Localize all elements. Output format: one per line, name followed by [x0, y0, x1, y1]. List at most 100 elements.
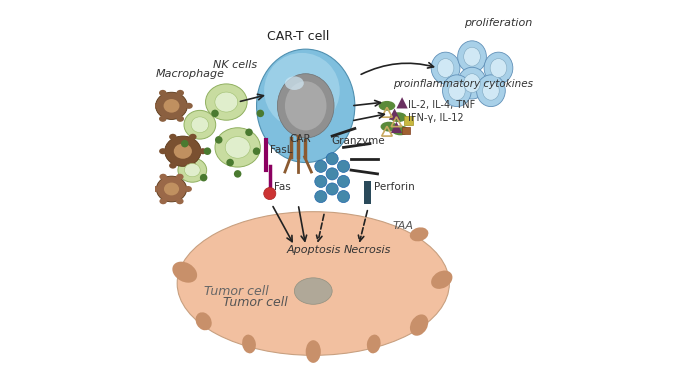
Ellipse shape	[199, 148, 207, 154]
Text: Perforin: Perforin	[374, 182, 415, 192]
Ellipse shape	[256, 110, 264, 117]
Ellipse shape	[379, 101, 395, 111]
Ellipse shape	[285, 76, 304, 90]
Ellipse shape	[381, 122, 397, 132]
Ellipse shape	[172, 262, 197, 283]
Ellipse shape	[215, 128, 260, 167]
Ellipse shape	[159, 174, 167, 180]
Ellipse shape	[464, 47, 480, 66]
Text: Tumor cell: Tumor cell	[223, 296, 287, 309]
Ellipse shape	[189, 134, 196, 140]
Ellipse shape	[176, 198, 183, 204]
Ellipse shape	[264, 53, 339, 129]
Circle shape	[315, 160, 327, 172]
Ellipse shape	[165, 136, 201, 166]
Circle shape	[315, 175, 327, 187]
Circle shape	[264, 187, 276, 200]
Ellipse shape	[191, 117, 209, 133]
Text: proinflammatory cytokines: proinflammatory cytokines	[393, 79, 532, 89]
Ellipse shape	[169, 134, 177, 140]
Circle shape	[326, 168, 338, 180]
Ellipse shape	[226, 159, 234, 166]
Ellipse shape	[159, 116, 166, 122]
Ellipse shape	[278, 74, 334, 138]
Ellipse shape	[306, 340, 321, 363]
Circle shape	[315, 191, 327, 203]
Text: FasL: FasL	[270, 145, 292, 155]
Ellipse shape	[464, 74, 480, 93]
Ellipse shape	[225, 136, 250, 158]
Ellipse shape	[177, 90, 184, 96]
Ellipse shape	[458, 41, 486, 73]
Text: CAR: CAR	[289, 134, 311, 144]
Ellipse shape	[159, 198, 167, 204]
Text: IFN-γ, IL-12: IFN-γ, IL-12	[408, 113, 464, 123]
Polygon shape	[396, 97, 408, 108]
Ellipse shape	[245, 129, 253, 136]
Ellipse shape	[203, 147, 211, 155]
Ellipse shape	[211, 110, 218, 117]
Ellipse shape	[151, 186, 159, 192]
Ellipse shape	[458, 67, 486, 99]
Circle shape	[337, 175, 350, 187]
Text: NK cells: NK cells	[213, 60, 257, 70]
Polygon shape	[391, 122, 402, 133]
Ellipse shape	[294, 278, 332, 304]
Ellipse shape	[174, 144, 192, 159]
Ellipse shape	[490, 59, 507, 77]
Ellipse shape	[234, 170, 241, 178]
Circle shape	[326, 153, 338, 165]
Circle shape	[337, 191, 350, 203]
Ellipse shape	[177, 212, 449, 355]
Ellipse shape	[159, 148, 167, 154]
Ellipse shape	[205, 84, 247, 120]
Ellipse shape	[184, 186, 192, 192]
Ellipse shape	[256, 49, 355, 163]
Text: proliferation: proliferation	[464, 19, 532, 28]
Text: Macrophage: Macrophage	[155, 70, 224, 79]
Text: Apoptosis: Apoptosis	[286, 245, 341, 255]
Ellipse shape	[178, 158, 207, 182]
Bar	[364, 181, 371, 204]
Ellipse shape	[215, 136, 223, 144]
Ellipse shape	[367, 335, 381, 353]
Ellipse shape	[164, 99, 179, 113]
Circle shape	[326, 183, 338, 195]
Ellipse shape	[442, 75, 471, 107]
Ellipse shape	[482, 81, 499, 100]
Bar	[402, 127, 410, 134]
Ellipse shape	[181, 140, 188, 147]
Bar	[404, 116, 414, 125]
Ellipse shape	[156, 92, 188, 119]
Ellipse shape	[215, 92, 238, 112]
Ellipse shape	[157, 176, 187, 202]
Ellipse shape	[285, 81, 326, 130]
Ellipse shape	[189, 163, 196, 169]
Ellipse shape	[410, 227, 429, 242]
Text: Granzyme: Granzyme	[331, 136, 385, 146]
Text: IL-2, IL-4, TNF: IL-2, IL-4, TNF	[408, 100, 475, 110]
Ellipse shape	[184, 163, 200, 177]
Circle shape	[337, 160, 350, 172]
Ellipse shape	[150, 103, 158, 109]
Ellipse shape	[177, 116, 184, 122]
Ellipse shape	[159, 90, 166, 96]
Ellipse shape	[484, 52, 513, 84]
Ellipse shape	[184, 110, 216, 139]
Text: CAR-T cell: CAR-T cell	[267, 30, 329, 43]
Text: Fas: Fas	[273, 182, 291, 192]
Ellipse shape	[185, 103, 193, 109]
Ellipse shape	[164, 183, 179, 195]
Ellipse shape	[242, 335, 256, 353]
Text: TAA: TAA	[393, 221, 414, 231]
Text: Tumor cell: Tumor cell	[203, 285, 269, 298]
Ellipse shape	[410, 314, 428, 336]
Ellipse shape	[169, 163, 177, 169]
Text: Necrosis: Necrosis	[344, 245, 391, 255]
Ellipse shape	[176, 174, 183, 180]
Ellipse shape	[200, 174, 207, 181]
Ellipse shape	[449, 81, 465, 100]
Ellipse shape	[390, 112, 407, 122]
Ellipse shape	[392, 125, 409, 135]
Polygon shape	[389, 108, 401, 120]
